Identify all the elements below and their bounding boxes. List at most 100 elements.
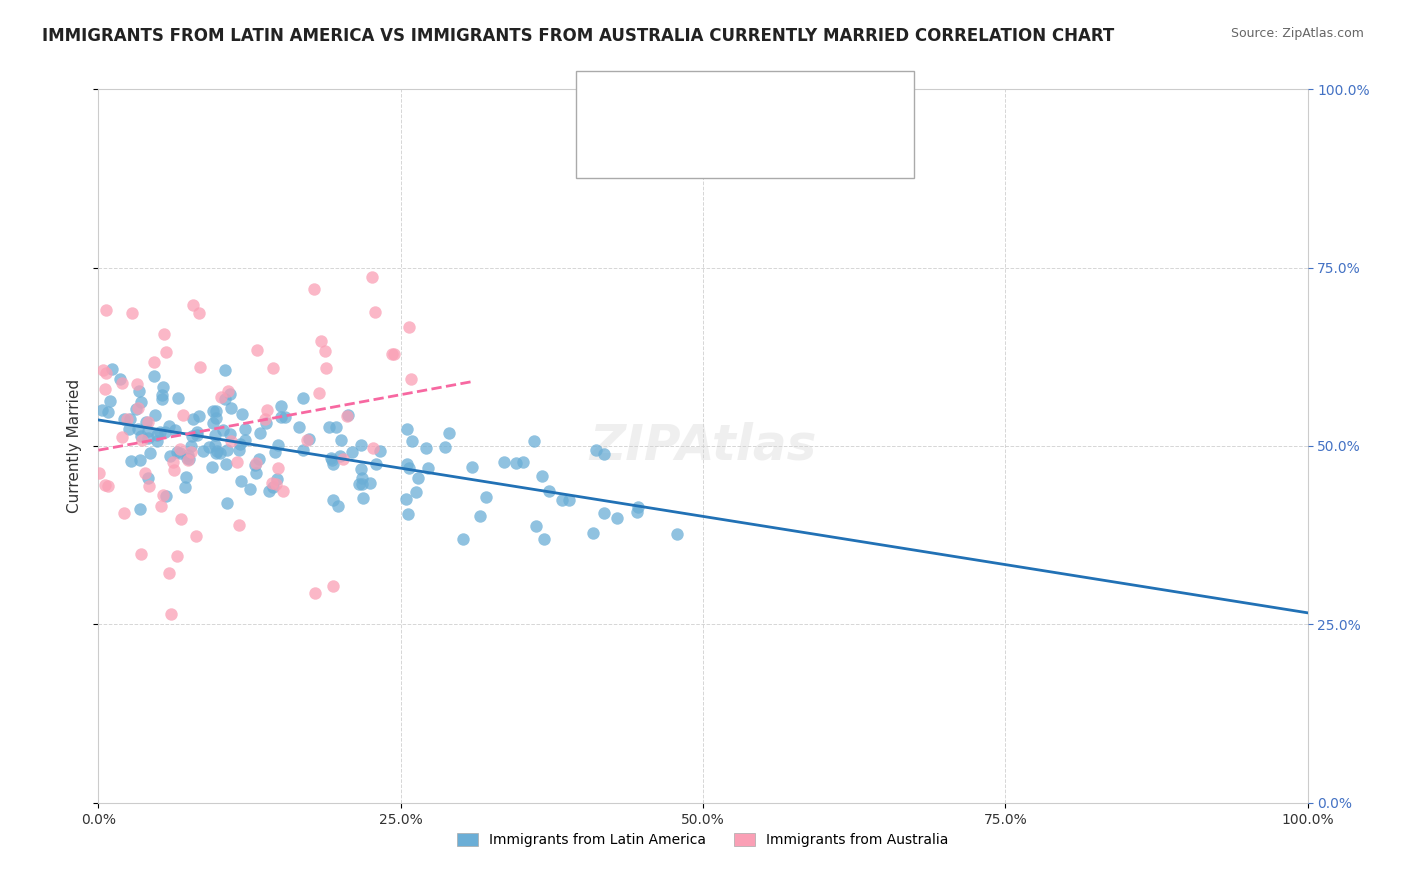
Point <box>395 421 418 435</box>
Point <box>188 360 211 375</box>
Point <box>131 433 153 447</box>
Point <box>209 446 232 460</box>
Point <box>585 442 607 457</box>
Point <box>461 460 484 475</box>
Point <box>246 343 269 357</box>
Text: ZIPAtlas: ZIPAtlas <box>589 422 817 470</box>
Point <box>359 476 381 491</box>
Point <box>136 424 159 438</box>
Point <box>451 532 474 546</box>
Point <box>366 457 388 471</box>
Point <box>396 507 419 521</box>
Point <box>398 461 420 475</box>
Point <box>152 380 174 394</box>
Point <box>405 485 427 500</box>
Point <box>91 363 114 377</box>
Point <box>150 392 173 406</box>
Point <box>295 433 318 447</box>
Point <box>214 362 236 376</box>
Point <box>291 443 314 458</box>
Point <box>153 425 176 439</box>
Point <box>157 566 180 581</box>
Point <box>170 512 193 526</box>
Point <box>127 377 149 392</box>
Point <box>229 436 252 450</box>
Point <box>177 448 200 462</box>
Point <box>159 607 181 622</box>
Point <box>169 442 191 457</box>
Point <box>329 449 352 463</box>
Point <box>394 491 416 506</box>
Point <box>112 506 135 520</box>
Point <box>165 423 187 437</box>
Point <box>187 409 209 423</box>
Text: N =: N = <box>770 138 799 153</box>
Point <box>97 405 120 419</box>
Point <box>512 455 534 469</box>
Point <box>247 451 270 466</box>
Point <box>181 298 204 312</box>
Point <box>370 443 392 458</box>
Point <box>215 458 238 472</box>
Point <box>322 492 344 507</box>
Point <box>136 471 159 485</box>
Point <box>249 425 271 440</box>
Point <box>115 412 138 426</box>
Point <box>263 445 285 459</box>
Point <box>129 429 152 443</box>
Point <box>155 345 177 359</box>
Text: 147: 147 <box>825 97 858 112</box>
Point <box>181 429 204 443</box>
Point <box>239 482 262 496</box>
Point <box>350 476 373 491</box>
Point <box>558 492 581 507</box>
Point <box>131 547 153 561</box>
Point <box>146 434 169 449</box>
Point <box>243 458 266 473</box>
Point <box>217 384 239 398</box>
Point <box>120 412 142 426</box>
Point <box>231 407 253 421</box>
Point <box>94 366 117 380</box>
Point <box>176 450 198 465</box>
Point <box>581 525 603 540</box>
Point <box>337 409 360 423</box>
Point <box>332 451 354 466</box>
Point <box>322 579 344 593</box>
Point <box>125 401 148 416</box>
Point <box>304 585 326 599</box>
Point <box>270 409 292 424</box>
Point <box>395 458 418 472</box>
Point <box>492 454 515 468</box>
Point <box>172 408 194 422</box>
Point <box>97 479 120 493</box>
Point <box>270 399 292 413</box>
Point <box>274 410 297 425</box>
Point <box>415 441 437 455</box>
Text: R =: R = <box>652 97 681 112</box>
Point <box>336 409 359 423</box>
Point <box>266 472 288 486</box>
Text: N =: N = <box>770 97 799 112</box>
Point <box>186 425 208 439</box>
Point <box>606 511 628 525</box>
Point <box>288 419 311 434</box>
FancyBboxPatch shape <box>596 90 640 119</box>
Point <box>142 355 165 369</box>
Point <box>381 347 404 361</box>
Point <box>262 361 284 376</box>
Point <box>162 455 184 469</box>
Text: IMMIGRANTS FROM LATIN AMERICA VS IMMIGRANTS FROM AUSTRALIA CURRENTLY MARRIED COR: IMMIGRANTS FROM LATIN AMERICA VS IMMIGRA… <box>42 27 1115 45</box>
Point <box>94 383 117 397</box>
Point <box>204 437 226 451</box>
Point <box>155 489 177 503</box>
Point <box>308 386 330 401</box>
Point <box>350 438 373 452</box>
Point <box>522 434 544 448</box>
Point <box>214 392 236 406</box>
FancyBboxPatch shape <box>596 131 640 160</box>
Point <box>98 393 121 408</box>
Point <box>437 425 460 440</box>
Point <box>228 518 250 533</box>
Point <box>150 387 173 401</box>
